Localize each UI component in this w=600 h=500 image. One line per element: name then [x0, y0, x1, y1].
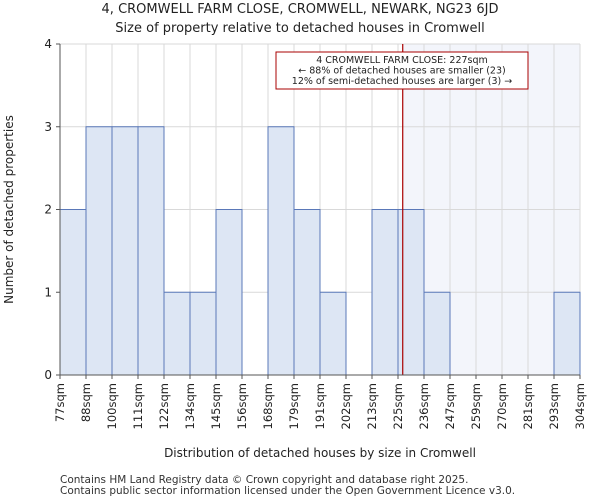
annotation-box — [275, 51, 529, 90]
x-tick-label: 236sqm — [417, 383, 431, 429]
x-tick-label: 100sqm — [105, 383, 119, 429]
bar — [423, 291, 451, 376]
x-tick-label: 77sqm — [53, 383, 67, 422]
x-tick-label: 88sqm — [79, 383, 93, 422]
x-tick-label: 168sqm — [261, 383, 275, 429]
y-axis-label: Number of detached properties — [2, 115, 16, 304]
bar — [59, 209, 87, 376]
bar — [293, 209, 321, 376]
bar — [319, 291, 347, 376]
annotation-line-2: ← 88% of detached houses are smaller (23… — [298, 66, 505, 77]
footer-line-1: Contains HM Land Registry data © Crown c… — [60, 474, 469, 486]
y-tick-label: 0 — [44, 368, 52, 382]
x-tick-label: 179sqm — [287, 383, 301, 429]
x-tick-label: 202sqm — [339, 383, 353, 429]
chart-subtitle: Size of property relative to detached ho… — [115, 21, 485, 36]
x-tick-label: 111sqm — [131, 383, 145, 429]
annotation-line-1: 4 CROMWELL FARM CLOSE: 227sqm — [316, 55, 488, 66]
bar — [371, 209, 399, 376]
x-tick-label: 145sqm — [209, 383, 223, 429]
chart-title: 4, CROMWELL FARM CLOSE, CROMWELL, NEWARK… — [101, 2, 499, 17]
annotation-line-3: 12% of semi-detached houses are larger (… — [292, 76, 512, 87]
y-tick-label: 3 — [44, 120, 52, 134]
bar — [553, 291, 581, 376]
bar — [163, 291, 191, 376]
x-tick-label: 225sqm — [391, 383, 405, 429]
x-tick-label: 122sqm — [157, 383, 171, 429]
x-tick-label: 281sqm — [521, 383, 535, 429]
footer-line-2: Contains public sector information licen… — [60, 485, 516, 497]
bar — [85, 126, 113, 376]
bar — [137, 126, 165, 376]
x-axis-label: Distribution of detached houses by size … — [164, 446, 476, 460]
bar — [397, 209, 425, 376]
x-tick-label: 134sqm — [183, 383, 197, 429]
x-tick-label: 304sqm — [573, 383, 587, 429]
x-tick-label: 270sqm — [495, 383, 509, 429]
y-tick-label: 4 — [44, 37, 52, 51]
bar — [267, 126, 295, 376]
x-tick-label: 259sqm — [469, 383, 483, 429]
x-tick-label: 293sqm — [547, 383, 561, 429]
x-tick-label: 247sqm — [443, 383, 457, 429]
bar — [215, 209, 243, 376]
bar — [189, 291, 217, 376]
x-tick-label: 156sqm — [235, 383, 249, 429]
bar — [111, 126, 139, 376]
x-tick-label: 191sqm — [313, 383, 327, 429]
y-tick-label: 1 — [44, 285, 52, 299]
y-tick-label: 2 — [44, 203, 52, 217]
x-tick-label: 213sqm — [365, 383, 379, 429]
